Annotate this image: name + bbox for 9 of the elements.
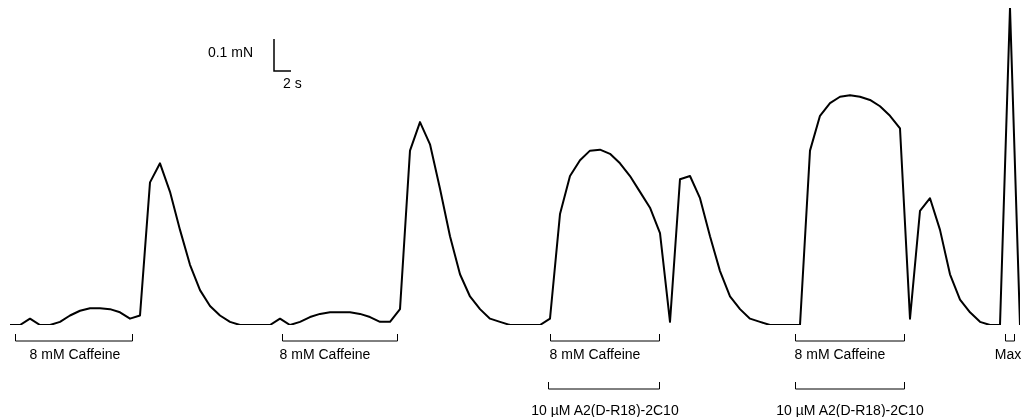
text: 8 mM Caffeine	[29, 345, 121, 363]
text: 10 µM A2(D-R18)-2C10	[531, 401, 679, 417]
annotation: 0.1 mN	[207, 43, 253, 61]
text: 8 mM Caffeine	[549, 345, 641, 363]
text: Max	[994, 345, 1022, 363]
annotation: 2 s	[283, 74, 302, 92]
text: 8 mM Caffeine	[279, 345, 371, 363]
text: 8 mM Caffeine	[794, 345, 886, 363]
text: 10 µM A2(D-R18)-2C10	[776, 401, 924, 417]
